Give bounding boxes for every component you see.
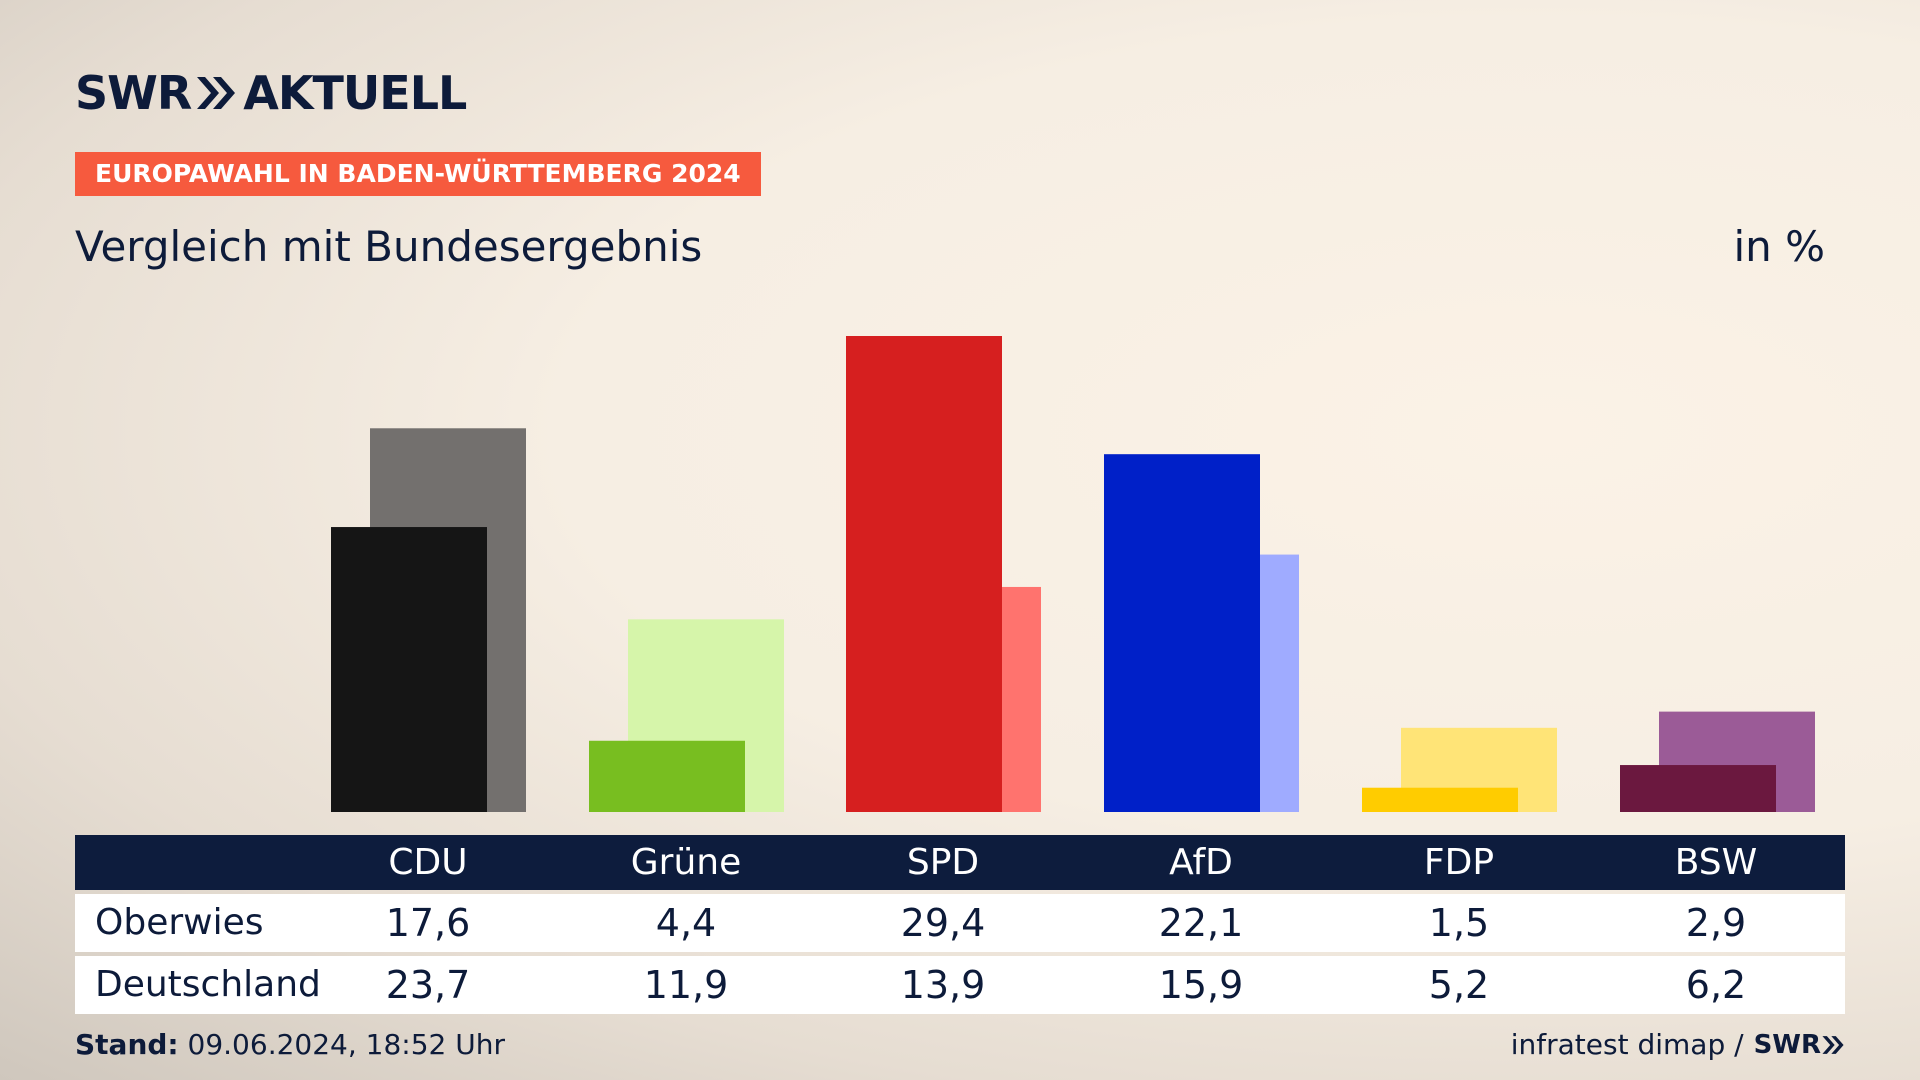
row-label: Deutschland [95,964,321,1005]
bar-oberwies-afd [1104,454,1260,812]
timestamp: Stand: 09.06.2024, 18:52 Uhr [75,1028,505,1061]
value-cell: 5,2 [1428,963,1490,1007]
source-credit: infratest dimap / SWR [1511,1028,1845,1061]
header-spacer [75,835,325,890]
double-chevron-icon [1822,1035,1844,1054]
logo-aktuell-text: AKTUELL [243,66,467,120]
header-cell: SPD [906,842,980,883]
header-cell: Grüne [630,842,742,883]
bar-oberwies-grüne [589,740,745,812]
table-header: CDU Grüne SPD AfD FDP BSW [75,835,1845,890]
value-cell: 4,4 [655,901,717,945]
bar-oberwies-fdp [1362,787,1518,812]
bar-oberwies-bsw [1620,765,1776,812]
value-cell: 11,9 [643,963,729,1007]
bar-chart [331,336,1815,812]
unit-label: in % [1733,222,1825,271]
value-cell: 22,1 [1158,901,1244,945]
stand-label: Stand: [75,1028,179,1061]
header-cell: BSW [1674,842,1758,883]
swr-aktuell-logo: SWR AKTUELL [75,66,467,120]
chart-subtitle: Vergleich mit Bundesergebnis [75,222,703,271]
value-cell: 29,4 [900,901,986,945]
double-chevron-icon [197,77,236,109]
value-cell: 1,5 [1428,901,1490,945]
source-text: infratest dimap / [1510,1028,1744,1061]
value-cell: 2,9 [1685,901,1747,945]
value-cell: 13,9 [900,963,986,1007]
source-swr-logo: SWR [1753,1029,1821,1060]
stand-value: 09.06.2024, 18:52 Uhr [187,1028,505,1061]
row-label: Oberwies [95,902,264,943]
logo-swr-text: SWR [75,66,192,120]
header-cell: CDU [388,842,468,883]
bar-oberwies-spd [846,336,1002,812]
value-cell: 6,2 [1685,963,1747,1007]
results-table: CDU Grüne SPD AfD FDP BSW Oberwies 17,6 4,4 29,… [75,835,1845,1014]
table-row-oberwies: Oberwies 17,6 4,4 29,4 22,1 1,5 2,9 [75,894,1845,952]
election-tag: EUROPAWAHL IN BADEN-WÜRTTEMBERG 2024 [75,152,761,196]
bar-oberwies-cdu [331,527,487,812]
value-cell: 15,9 [1158,963,1244,1007]
header-cell: AfD [1169,842,1233,883]
table-row-deutschland: Deutschland 23,7 11,9 13,9 15,9 5,2 6,2 [75,956,1845,1014]
value-cell: 23,7 [385,963,471,1007]
value-cell: 17,6 [385,901,471,945]
header-cell: FDP [1423,842,1495,883]
